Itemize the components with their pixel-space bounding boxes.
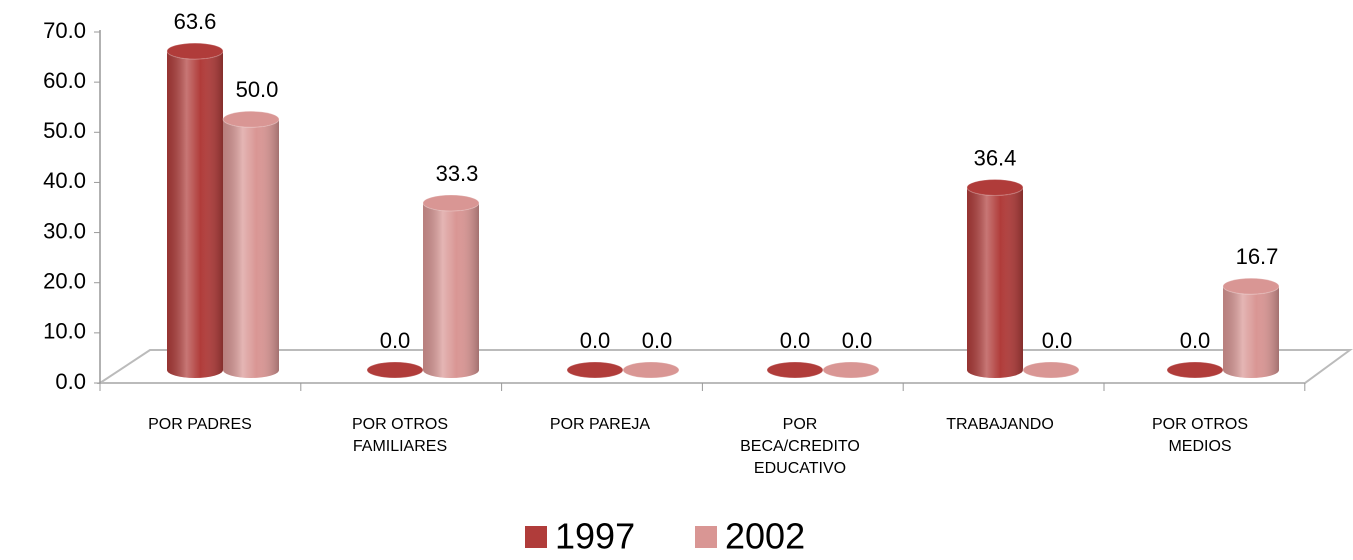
bar-top — [222, 110, 280, 128]
y-tick-label: 10.0 — [43, 319, 86, 344]
value-label: 36.4 — [974, 145, 1017, 170]
value-label: 16.7 — [1236, 244, 1279, 269]
y-tick-label: 40.0 — [43, 168, 86, 193]
bar-top — [1222, 277, 1280, 295]
bar-top — [566, 361, 624, 379]
legend-swatch — [525, 526, 547, 548]
bar-top — [422, 194, 480, 212]
bar-top — [366, 361, 424, 379]
y-tick-label: 60.0 — [43, 68, 86, 93]
value-label: 0.0 — [580, 328, 611, 353]
bar-top — [166, 42, 224, 60]
value-label: 0.0 — [1042, 328, 1073, 353]
floor — [96, 349, 1353, 384]
legend-label: 1997 — [555, 516, 635, 557]
x-tick-label: POR PADRES — [148, 416, 252, 433]
bar-shade — [167, 51, 223, 378]
x-tick-label: POR OTROS FAMILIARES — [351, 416, 448, 455]
value-label: 63.6 — [174, 9, 217, 34]
bar-shade — [967, 187, 1023, 378]
bar-shade — [423, 203, 479, 378]
x-tick-label: POR PAREJA — [549, 416, 651, 433]
bar-top — [1022, 361, 1080, 379]
bar-top — [622, 361, 680, 379]
x-tick-label: TRABAJANDO — [946, 416, 1054, 433]
value-label: 50.0 — [236, 77, 279, 102]
value-label: 0.0 — [380, 328, 411, 353]
bar-top — [822, 361, 880, 379]
bar-top — [766, 361, 824, 379]
legend-swatch — [695, 526, 717, 548]
y-tick-label: 20.0 — [43, 269, 86, 294]
y-tick-label: 70.0 — [43, 18, 86, 43]
value-label: 0.0 — [1180, 328, 1211, 353]
value-label: 0.0 — [780, 328, 811, 353]
legend-label: 2002 — [725, 516, 805, 557]
x-tick-label: POR BECA/CREDITO EDUCATIVO — [740, 416, 860, 477]
bar-top — [966, 178, 1024, 196]
bar-top — [1166, 361, 1224, 379]
y-tick-label: 0.0 — [55, 369, 86, 394]
value-label: 33.3 — [436, 161, 479, 186]
value-label: 0.0 — [642, 328, 673, 353]
value-label: 0.0 — [842, 328, 873, 353]
bar-shade — [1223, 286, 1279, 378]
bar-shade — [223, 119, 279, 379]
x-tick-label: POR OTROS MEDIOS — [1151, 416, 1248, 455]
y-tick-label: 30.0 — [43, 218, 86, 243]
y-tick-label: 50.0 — [43, 118, 86, 143]
